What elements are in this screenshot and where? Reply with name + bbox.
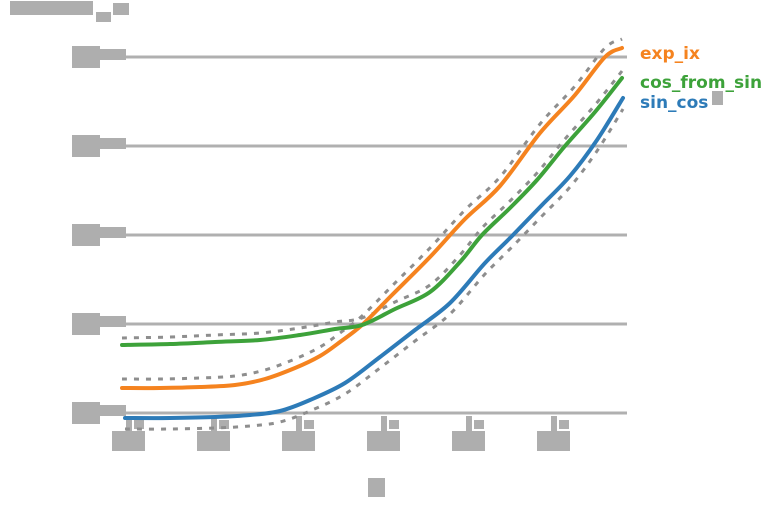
legend-label-exp_ix: exp_ix <box>640 44 700 64</box>
redacted-x-tick-stem <box>126 416 132 432</box>
legend-label-cos_from_sin: cos_from_sin <box>640 73 762 93</box>
dashed-companion-sin_cos <box>124 108 625 431</box>
redacted-chart-title <box>96 12 111 22</box>
redacted-y-tick-label <box>72 135 100 157</box>
redacted-x-tick-stem <box>211 416 217 432</box>
redacted-x-tick-label <box>452 431 485 451</box>
redacted-x-tick-label <box>197 431 230 451</box>
redacted-x-tick-label <box>282 431 315 451</box>
redacted-x-tick-stem <box>296 416 302 432</box>
redacted-x-tick-exponent <box>304 420 314 429</box>
redacted-y-tick-label <box>72 46 100 68</box>
dashed-companion-exp_ix <box>121 37 623 381</box>
redacted-x-tick-exponent <box>389 420 399 429</box>
dashed-companion-cos_from_sin <box>121 70 624 340</box>
redacted-x-tick-exponent <box>474 420 484 429</box>
redacted-x-tick-exponent <box>134 420 144 429</box>
redacted-y-tick-label <box>72 313 100 335</box>
redacted-x-axis-title <box>368 478 385 497</box>
redacted-y-tick-exponent <box>100 316 126 327</box>
redacted-x-tick-exponent <box>219 420 229 429</box>
redacted-x-tick-exponent <box>559 420 569 429</box>
redacted-x-tick-label <box>112 431 145 451</box>
redacted-x-tick-stem <box>466 416 472 432</box>
redacted-y-tick-exponent <box>100 405 126 416</box>
redacted-x-tick-label <box>367 431 400 451</box>
legend-label-sin_cos: sin_cos <box>640 93 708 113</box>
redacted-y-tick-exponent <box>100 227 126 238</box>
redacted-legend-fragment <box>712 91 723 105</box>
redacted-chart-title <box>113 3 129 15</box>
redacted-x-tick-label <box>537 431 570 451</box>
redacted-y-tick-exponent <box>100 138 126 149</box>
redacted-x-tick-stem <box>381 416 387 432</box>
redacted-y-tick-exponent <box>100 49 126 60</box>
redacted-x-tick-stem <box>551 416 557 432</box>
redacted-chart-title <box>10 1 93 15</box>
curve-sin_cos <box>123 96 625 421</box>
redacted-y-tick-label <box>72 402 100 424</box>
curve-cos_from_sin <box>120 76 624 347</box>
redacted-y-tick-label <box>72 224 100 246</box>
